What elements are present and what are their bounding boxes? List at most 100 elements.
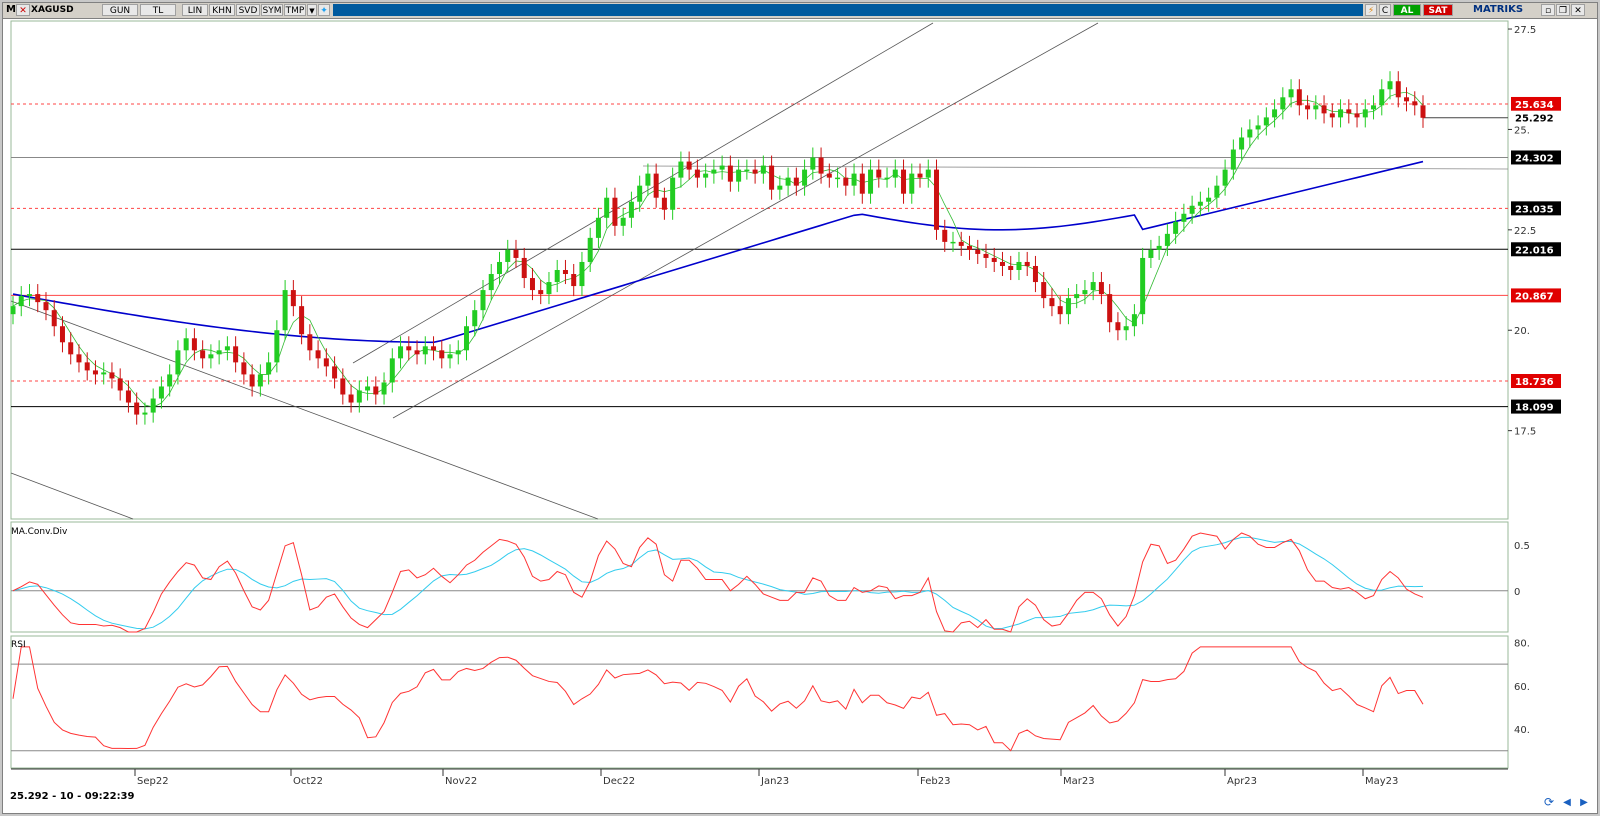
toolbar-button-khn[interactable]: KHN [209,4,235,16]
candle-body [1156,245,1162,250]
toolbar-button-lin[interactable]: LIN [182,4,208,16]
candle-body [769,165,775,190]
x-tick-label: Mar23 [1063,776,1095,787]
y-tick-label: 25. [1514,125,1530,136]
candle-body [736,169,742,182]
menu-button[interactable]: M [6,4,16,15]
x-tick-label: Oct22 [293,776,323,787]
rsi-line [12,646,1424,752]
candle-body [562,270,568,275]
toolbar-button-tl[interactable]: TL [140,4,176,16]
price-tag-box [1511,201,1561,216]
candle-body [1164,233,1170,246]
candle-body [1404,97,1410,102]
candle-body [942,229,948,242]
candle-body [595,217,601,238]
candle-body [158,386,164,399]
scroll-right-icon[interactable]: ▶ [1580,797,1588,808]
candle-body [274,330,280,363]
candle-body [1379,89,1385,106]
twitter-icon[interactable]: ✦ [318,4,330,16]
candle-body [661,197,667,210]
toolbar-button-sym[interactable]: SYM [261,4,283,16]
candle-body [1346,109,1352,114]
restore-icon[interactable]: ❐ [1556,4,1570,16]
symbol-name[interactable]: XAGUSD [31,5,74,15]
candle-body [1140,257,1146,315]
toolbar-button-svd[interactable]: SVD [236,4,260,16]
candle-body [167,374,173,387]
downtrend-line-lower [10,472,134,520]
candle-body [389,358,395,383]
candle-body [917,173,923,178]
price-tag-box [1511,399,1561,414]
candle-body [1255,125,1261,130]
candle-body [1362,109,1368,118]
candle-body [513,249,519,258]
candle-body [1305,105,1311,110]
price-tag-label: 18.099 [1515,403,1554,414]
candle-body [975,249,981,254]
candle-body [678,161,684,178]
price-tag-label: 20.867 [1515,291,1554,302]
price-time-readout: 25.292 - 10 - 09:22:39 [10,791,135,803]
candle-body [752,169,758,174]
rsi-tick-label: 40. [1514,725,1530,736]
buy-button[interactable]: AL [1393,4,1421,16]
candle-body [1338,109,1344,118]
candle-body [43,302,49,311]
candle-body [68,342,74,355]
brand-logo: MATRIKS [1473,4,1524,15]
sell-button[interactable]: SAT [1423,4,1453,16]
rsi-tick-label: 80. [1514,638,1530,649]
toolbar-button-gun[interactable]: GUN [102,4,138,16]
candle-body [1387,81,1393,90]
close-window-icon[interactable]: ✕ [1571,4,1585,16]
candle-body [876,169,882,178]
lightning-icon[interactable]: ⚡ [1365,4,1377,16]
candle-body [76,354,82,363]
candle-body [1280,97,1286,110]
c-button[interactable]: C [1379,4,1391,16]
candle-body [1008,265,1014,270]
rsi-tick-label: 60. [1514,682,1530,693]
candle-body [1206,197,1212,202]
candle-body [999,261,1005,266]
candle-body [1065,298,1071,315]
candle-body [703,173,709,178]
candle-body [10,306,16,315]
candle-body [51,310,57,327]
scroll-left-icon[interactable]: ◀ [1563,797,1571,808]
candle-body [1420,105,1426,118]
chart-area[interactable]: 25.634 25.292 24.302 23.035 22.016 20.867 18.7… [3,3,1597,813]
candle-body [1288,89,1294,98]
candle-body [653,173,659,198]
candle-body [1107,294,1113,323]
candle-body [991,257,997,262]
candle-body [340,378,346,395]
y-tick-label: 22.5 [1514,226,1536,237]
candle-body [1173,221,1179,234]
candle-body [909,173,915,194]
candle-body [1272,109,1278,118]
candle-body [290,290,296,307]
candle-body [200,350,206,359]
candle-body [480,290,486,311]
candle-body [191,338,197,351]
candle-body [488,274,494,291]
refresh-icon[interactable]: ⟳ [1543,795,1555,809]
macd-panel-frame [10,521,1509,633]
candle-body [637,185,643,202]
candle-body [612,197,618,226]
candle-body [439,350,445,359]
close-symbol-icon[interactable]: ✕ [16,4,30,16]
candle-body [505,249,511,262]
x-tick-label: Dec22 [603,776,635,787]
minimize-icon[interactable]: ▫ [1541,4,1555,16]
toolbar-button-tmp[interactable]: TMP [284,4,306,16]
price-tag-box [1511,110,1561,125]
candle-body [373,386,379,395]
candle-body [579,261,585,287]
dropdown-arrow-icon[interactable]: ▼ [307,4,317,16]
candle-body [521,257,527,279]
